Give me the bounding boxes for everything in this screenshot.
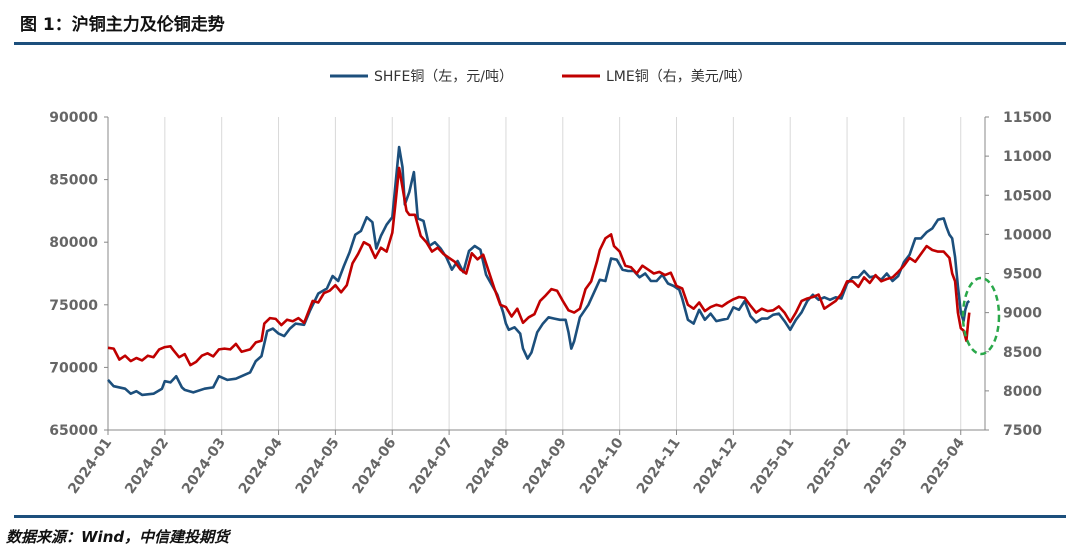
x-tick-label: 2024-01 [65,435,115,497]
x-tick-label: 2024-02 [122,435,172,497]
x-tick-label: 2024-07 [406,435,456,497]
series-lines [107,145,971,397]
x-tick-label: 2024-08 [463,435,513,497]
y-right-tick-label: 8500 [1003,345,1042,361]
y-left-tick-label: 70000 [49,360,98,376]
x-tick-label: 2025-03 [861,435,911,497]
x-tick-label: 2024-12 [691,435,741,497]
x-tick-label: 2024-10 [577,435,627,497]
y-left-tick-label: 90000 [49,110,98,126]
chart: 90000 85000 80000 75000 70000 65000 11500 1100… [49,69,1052,497]
bottom-rule [14,515,1066,518]
x-tick-labels: 2024-01 2024-02 2024-03 2024-04 2024-05 2024-… [65,430,968,497]
series-line-lme [107,166,971,367]
x-tick-label: 2024-09 [520,435,570,497]
x-tick-label: 2024-04 [236,435,286,497]
y-right-tick-label: 9500 [1003,267,1042,283]
y-left-tick-label: 75000 [49,298,98,314]
x-tick-label: 2025-02 [804,435,854,497]
source-note: 数据来源：Wind，中信建投期货 [6,528,230,546]
y-left-tick-label: 80000 [49,235,98,251]
y-right-tick-label: 7500 [1003,423,1042,439]
y-right-tick-labels: 11500 11000 10500 10000 9500 9000 8500 8000 7500 [985,110,1052,439]
y-right-tick-label: 11500 [1003,110,1052,126]
series-line-shfe [107,145,971,397]
y-right-tick-label: 10500 [1003,188,1052,204]
y-right-tick-label: 9000 [1003,306,1042,322]
x-tick-label: 2025-04 [918,435,968,497]
figure-title: 图 1：沪铜主力及伦铜走势 [20,15,225,35]
top-rule [14,42,1066,45]
legend: SHFE铜（左，元/吨） LME铜（右，美元/吨） [330,69,751,85]
y-left-tick-labels: 90000 85000 80000 75000 70000 65000 [49,110,108,439]
x-tick-label: 2024-06 [350,435,400,497]
highlight-ellipse [961,276,1001,356]
legend-label-lme: LME铜（右，美元/吨） [606,69,751,85]
y-right-tick-label: 8000 [1003,384,1042,400]
x-tick-label: 2024-05 [293,435,343,497]
axes [107,117,986,431]
x-tick-label: 2025-01 [748,435,798,497]
x-tick-label: 2024-03 [179,435,229,497]
y-right-tick-label: 10000 [1003,227,1052,243]
x-gridlines [107,117,962,430]
legend-label-shfe: SHFE铜（左，元/吨） [374,69,513,85]
y-right-tick-label: 11000 [1003,149,1052,165]
y-left-tick-label: 85000 [49,173,98,189]
x-tick-label: 2024-11 [634,435,684,497]
y-left-tick-label: 65000 [49,423,98,439]
